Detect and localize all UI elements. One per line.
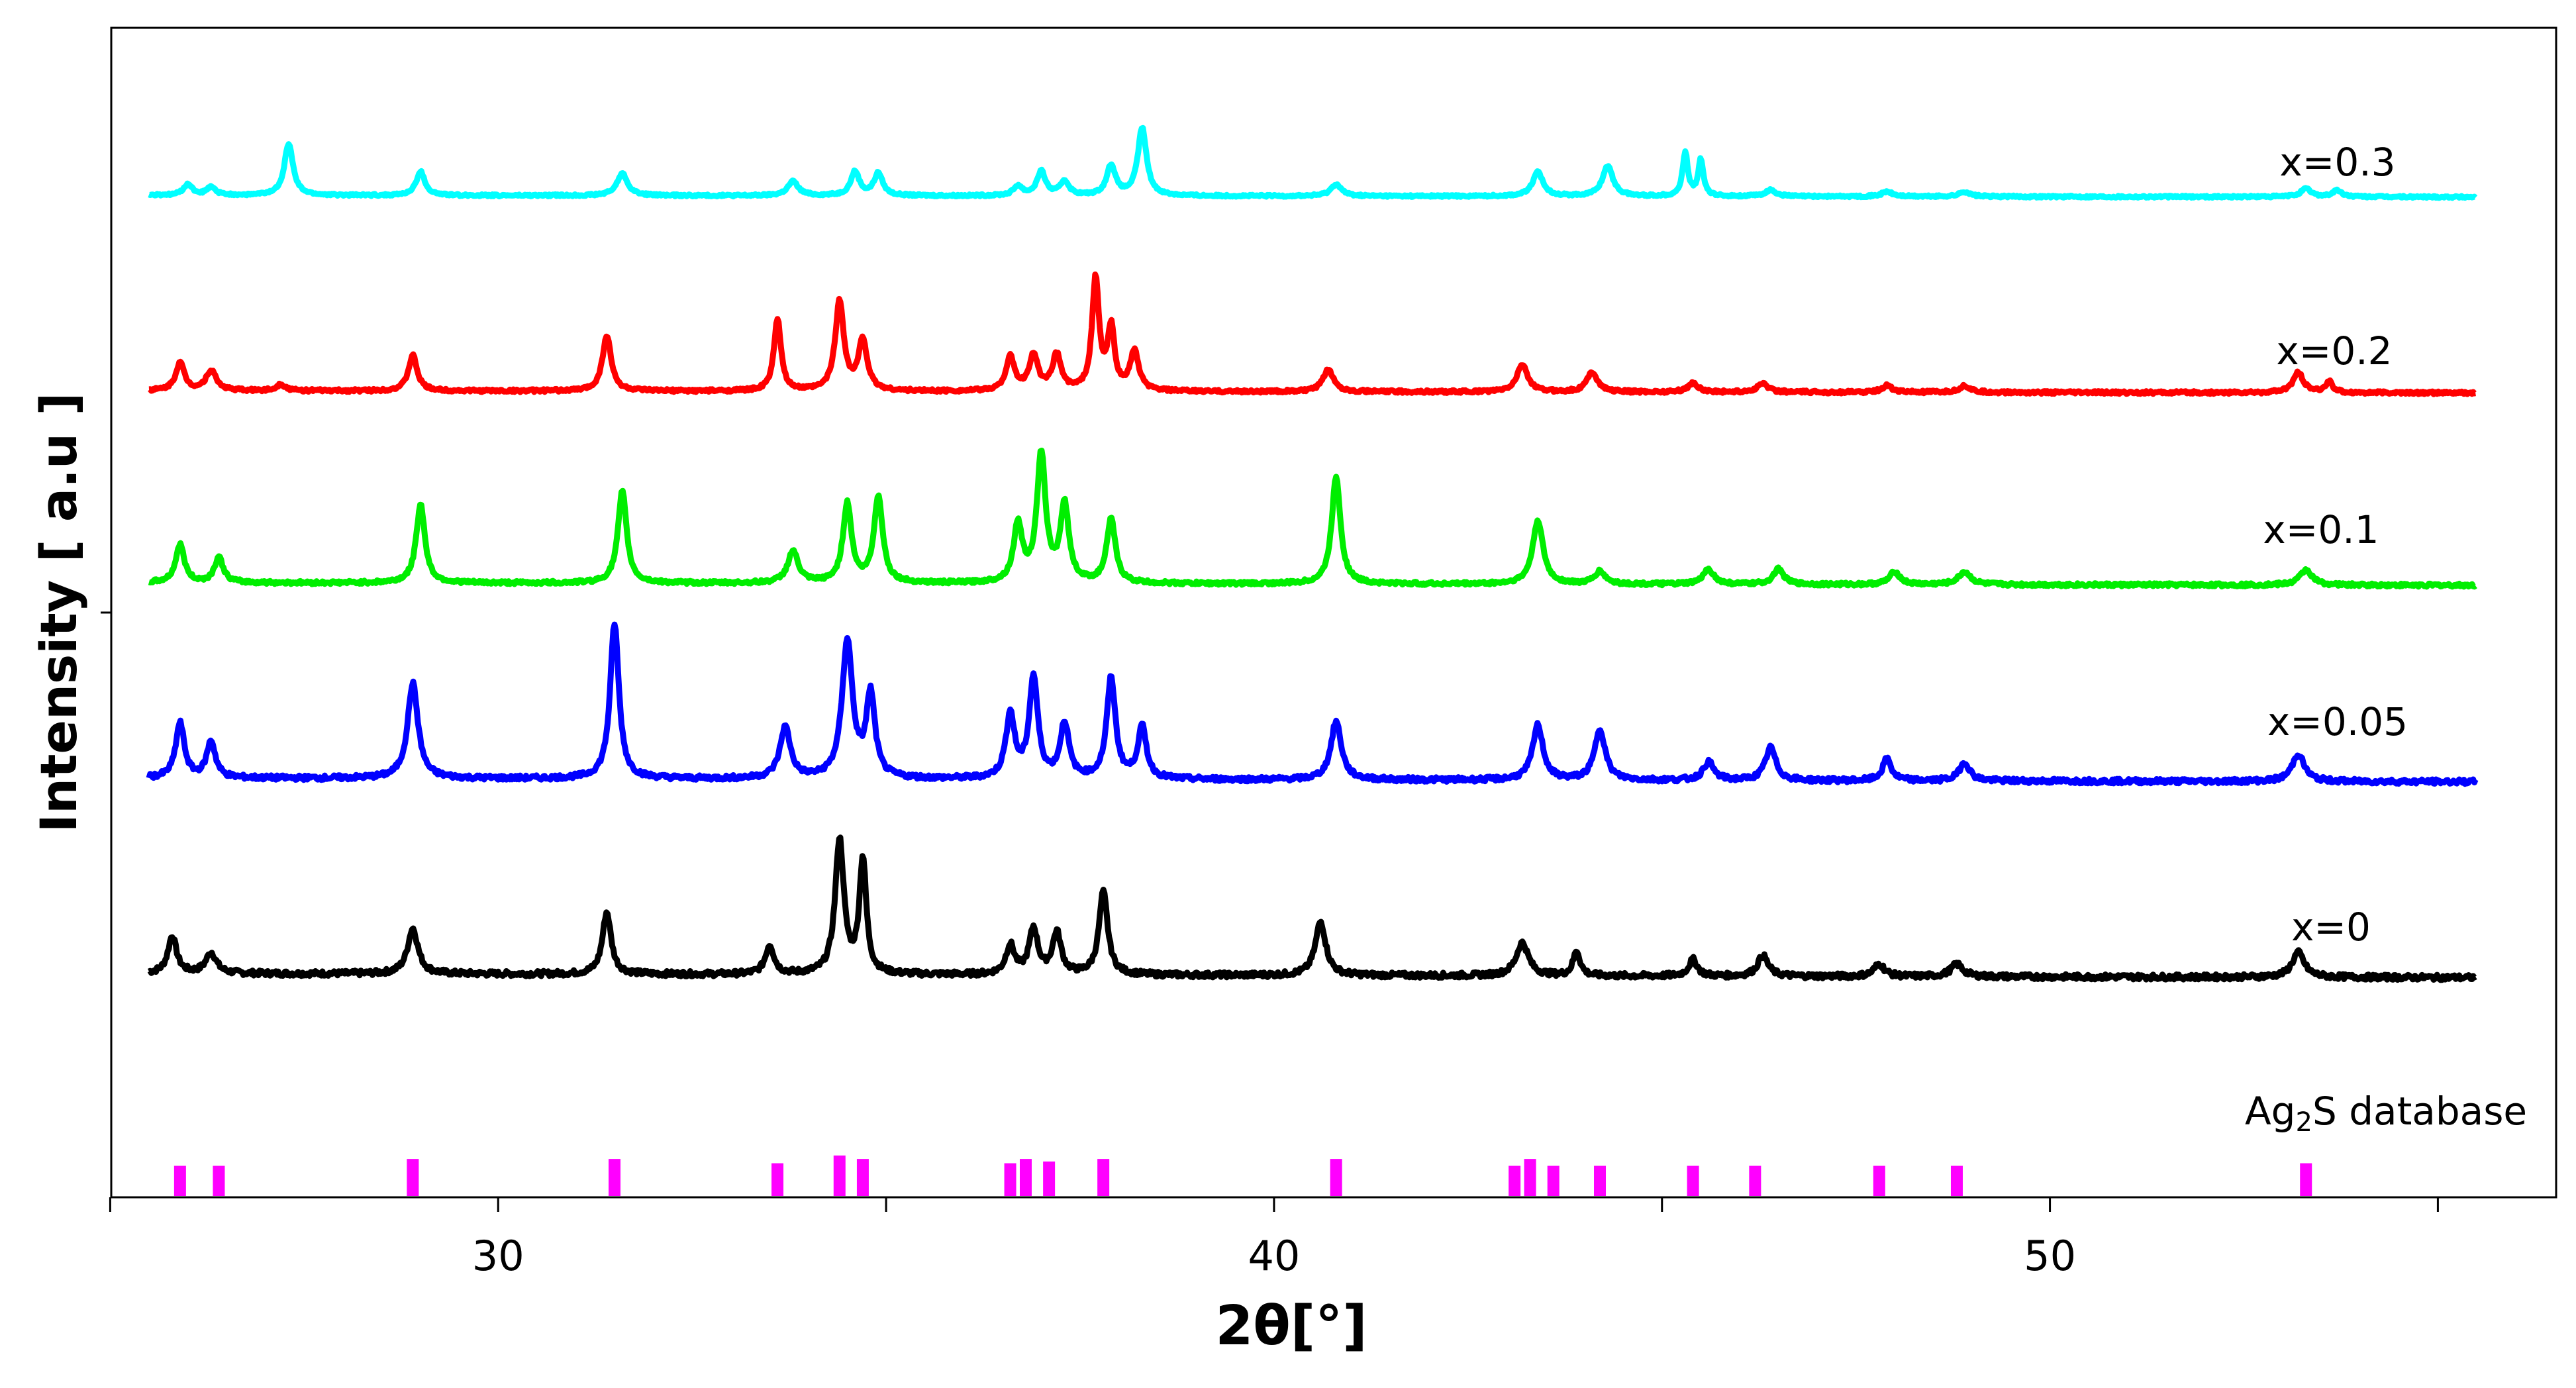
x-axis-title: 2θ[°] [1215, 1295, 1367, 1358]
reference-label-main: Ag [2245, 1089, 2296, 1134]
reference-peak-bar [1950, 1165, 1963, 1196]
series-trace [146, 621, 2479, 787]
reference-peak-bar [856, 1159, 869, 1196]
series-label: x=0.2 [2276, 328, 2392, 373]
plot-frame [110, 26, 2557, 1199]
reference-peak-bar [1004, 1163, 1016, 1196]
series-trace [147, 448, 2477, 590]
reference-peak-bar [407, 1159, 419, 1196]
reference-peak-bar [1524, 1159, 1536, 1196]
x-tick-label: 30 [472, 1232, 524, 1280]
reference-peak-bar [2300, 1163, 2312, 1196]
reference-peak-bar [1097, 1159, 1110, 1196]
series-label: x=0.3 [2279, 140, 2395, 185]
series-trace [147, 834, 2477, 983]
y-axis-title: Intensity [ a.u ] [29, 393, 88, 833]
series-label: x=0 [2291, 905, 2371, 950]
series-label: x=0.05 [2267, 699, 2408, 744]
series-trace [147, 124, 2478, 201]
reference-peak-bar [213, 1165, 225, 1196]
reference-peak-bar [1019, 1159, 1032, 1196]
reference-peak-bar [173, 1165, 186, 1196]
reference-peak-bar [1043, 1162, 1056, 1196]
reference-peak-bar [1330, 1159, 1342, 1196]
reference-peak-bar [1594, 1165, 1607, 1196]
x-tick-label: 40 [1248, 1232, 1300, 1280]
reference-label-sub: 2 [2296, 1107, 2312, 1138]
x-axis-ticks: 30 40 50 [109, 1197, 2439, 1280]
series-labels: x=0 x=0.05 x=0.1 x=0.2 x=0.3 [2263, 140, 2408, 950]
x-tick-label: 50 [2024, 1232, 2076, 1280]
reference-peak-bar [771, 1163, 784, 1196]
series-traces [146, 124, 2479, 983]
series-label: x=0.1 [2263, 507, 2379, 552]
reference-peak-bar [1687, 1165, 1699, 1196]
reference-peak-bar [1873, 1165, 1885, 1196]
reference-peak-bar [1509, 1165, 1521, 1196]
series-trace [147, 272, 2477, 397]
reference-peak-bar [1547, 1165, 1560, 1196]
reference-label-tail: S database [2312, 1089, 2527, 1134]
reference-peak-bar [833, 1155, 846, 1196]
reference-peak-bar [1749, 1165, 1761, 1196]
reference-peak-bar [609, 1159, 620, 1196]
reference-label: Ag2S database [2245, 1089, 2527, 1138]
reference-peaks [173, 1155, 2312, 1196]
